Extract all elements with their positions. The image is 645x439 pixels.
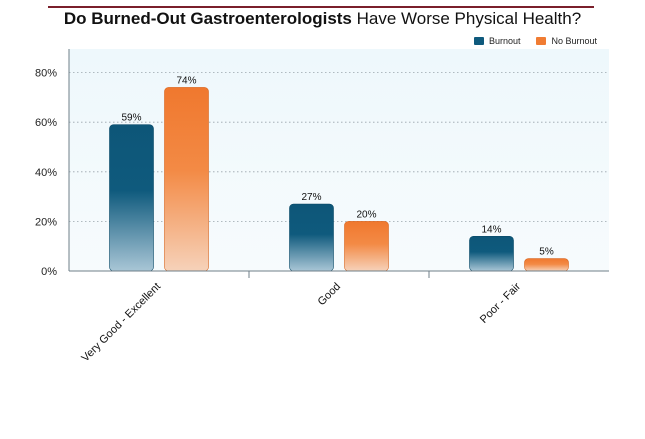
category-label: Very Good - Excellent — [79, 281, 163, 365]
bar-value-label: 59% — [121, 113, 141, 124]
bar-value-label: 5% — [539, 247, 554, 258]
bar-burnout — [469, 235, 514, 272]
title-rule — [48, 6, 594, 8]
bar-burnout — [289, 203, 334, 272]
legend-swatch-burnout — [473, 37, 484, 45]
chart-title-rest: Have Worse Physical Health? — [351, 9, 582, 28]
y-tick-label: 60% — [35, 117, 57, 129]
chart-title: Do Burned-Out Gastroenterologists Have W… — [0, 9, 645, 29]
bar-burnout — [109, 124, 154, 272]
legend-label-burnout: Burnout — [488, 36, 521, 46]
legend: Burnout No Burnout — [473, 36, 597, 46]
y-tick-label: 80% — [35, 68, 57, 80]
bar-value-label: 74% — [176, 75, 196, 86]
legend-item-burnout: Burnout — [473, 36, 521, 46]
legend-item-no-burnout: No Burnout — [536, 36, 597, 46]
category-label: Poor - Fair — [478, 280, 523, 325]
y-tick-label: 40% — [35, 167, 57, 179]
bar-value-label: 20% — [356, 209, 376, 220]
legend-swatch-no-burnout — [536, 37, 547, 45]
y-tick-label: 20% — [35, 216, 57, 228]
chart-title-bold: Do Burned-Out Gastroenterologists — [63, 9, 352, 28]
bar-value-label: 14% — [481, 224, 501, 235]
bar-no-burnout — [164, 87, 209, 272]
bar-value-label: 27% — [301, 192, 321, 203]
legend-label-no-burnout: No Burnout — [551, 36, 597, 46]
bar-no-burnout — [524, 258, 569, 272]
category-label: Good — [316, 281, 344, 309]
y-tick-label: 0% — [41, 266, 57, 278]
bar-no-burnout — [344, 221, 389, 272]
plot-background — [69, 49, 609, 271]
